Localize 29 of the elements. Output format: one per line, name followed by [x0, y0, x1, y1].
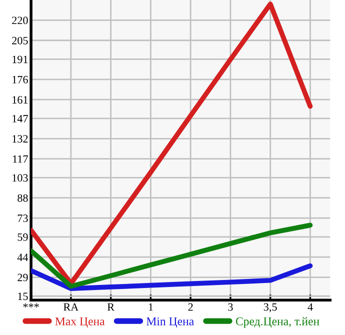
y-tick-label: 88 [18, 194, 28, 202]
legend-label: Max Цена [55, 317, 105, 328]
x-tick-label: 2 [188, 303, 193, 311]
y-tick-label: 73 [18, 214, 28, 222]
legend-label: Сред.Цена, т.йен [236, 317, 320, 328]
y-tick-label: 147 [12, 114, 28, 122]
line-series [31, 2, 313, 286]
y-tick-label: 205 [12, 36, 28, 44]
x-tick-label: 4 [308, 303, 313, 311]
x-tick-label: RA [64, 303, 79, 311]
x-tick-label: 3 [228, 303, 233, 311]
y-tick-label: 191 [12, 56, 28, 64]
y-tick-label: 132 [12, 135, 28, 143]
y-tick-label: 44 [17, 254, 28, 261]
y-tick-label: 15 [18, 292, 28, 300]
y-tick-label: 161 [12, 96, 28, 104]
line-series [31, 222, 313, 289]
y-tick-label: 103 [12, 174, 28, 182]
x-tick-label: R [107, 303, 114, 311]
line-series [31, 263, 313, 292]
y-tick-label: 59 [18, 233, 28, 241]
y-tick-label: 176 [12, 76, 28, 84]
x-tick-label: 3,5 [264, 303, 277, 312]
y-tick-label: 29 [18, 274, 28, 282]
x-tick-label: *** [23, 303, 39, 308]
x-tick-label: 1 [148, 303, 153, 311]
y-tick-label: 220 [12, 16, 28, 24]
legend-label: Min Цена [146, 317, 194, 328]
y-tick-label: 117 [13, 155, 28, 163]
